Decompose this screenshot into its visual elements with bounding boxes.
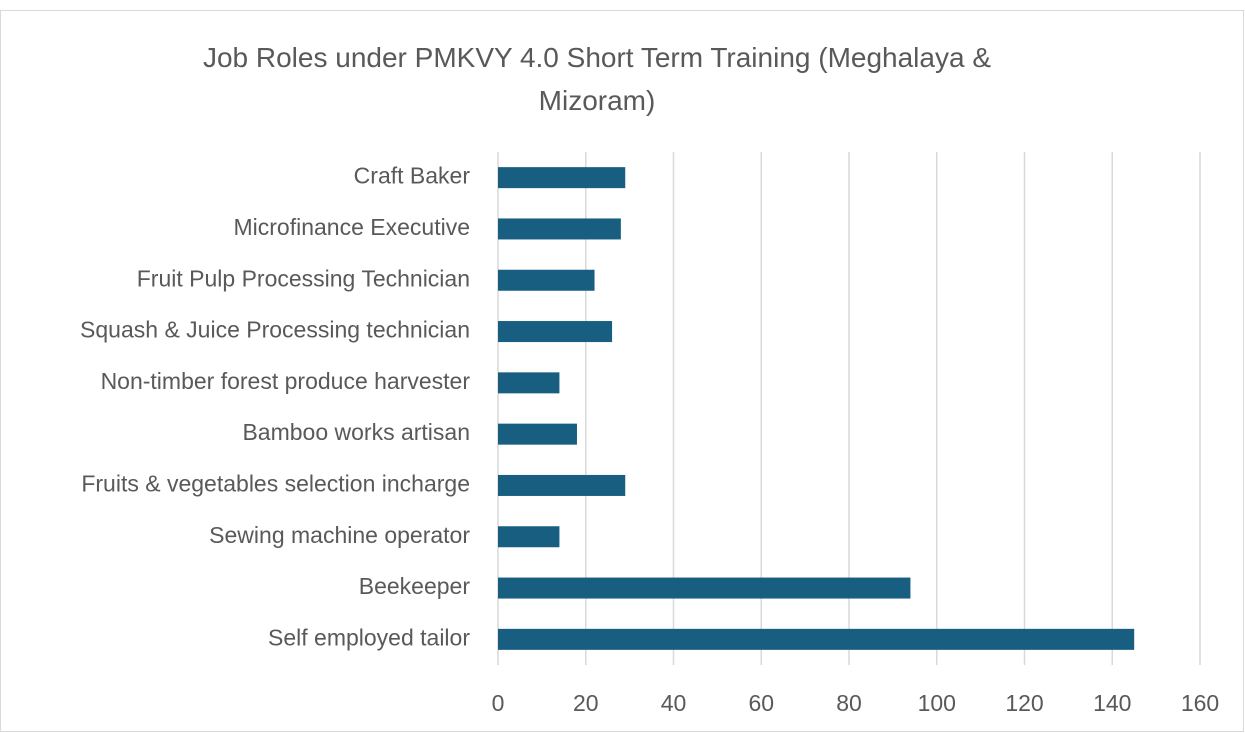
x-tick-label: 0 bbox=[492, 690, 505, 716]
x-tick-label: 160 bbox=[1181, 690, 1219, 716]
y-tick-label: Sewing machine operator bbox=[209, 522, 470, 548]
y-tick-label: Non-timber forest produce harvester bbox=[101, 368, 471, 394]
y-tick-label: Bamboo works artisan bbox=[242, 419, 470, 445]
x-tick-label: 100 bbox=[918, 690, 956, 716]
x-tick-label: 40 bbox=[661, 690, 687, 716]
x-tick-label: 60 bbox=[748, 690, 774, 716]
y-tick-label: Squash & Juice Processing technician bbox=[80, 317, 470, 343]
x-tick-label: 120 bbox=[1005, 690, 1043, 716]
y-tick-label: Self employed tailor bbox=[268, 624, 470, 650]
x-tick-label: 140 bbox=[1093, 690, 1131, 716]
bar bbox=[498, 372, 560, 394]
bar bbox=[498, 577, 911, 599]
y-tick-label: Fruit Pulp Processing Technician bbox=[137, 265, 470, 291]
chart-border bbox=[0, 10, 1244, 732]
bar bbox=[498, 423, 577, 445]
y-tick-label: Microfinance Executive bbox=[234, 214, 471, 240]
bar bbox=[498, 167, 626, 189]
bar bbox=[498, 269, 595, 291]
x-tick-label: 20 bbox=[573, 690, 599, 716]
bar bbox=[498, 526, 560, 548]
bar bbox=[498, 321, 613, 343]
y-tick-label: Craft Baker bbox=[354, 163, 471, 189]
bar bbox=[498, 628, 1135, 650]
y-tick-label: Fruits & vegetables selection incharge bbox=[81, 471, 470, 497]
bar bbox=[498, 474, 626, 496]
bar bbox=[498, 218, 621, 240]
x-tick-label: 80 bbox=[836, 690, 862, 716]
y-tick-label: Beekeeper bbox=[359, 573, 471, 599]
chart-title: Job Roles under PMKVY 4.0 Short Term Tra… bbox=[202, 42, 992, 116]
